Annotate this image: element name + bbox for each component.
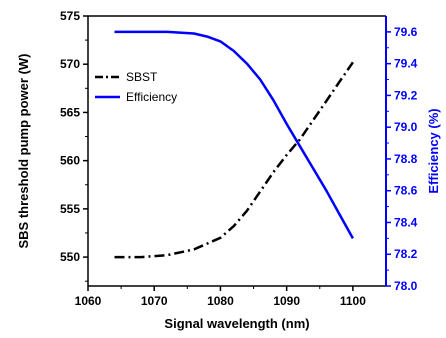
series-sbst-line	[114, 61, 354, 259]
x-axis-title: Signal wavelength (nm)	[164, 316, 309, 331]
right-tick-label: 79.0	[394, 120, 418, 134]
legend: SBST Efficiency	[95, 70, 177, 104]
left-tick-label: 555	[60, 202, 80, 216]
right-tick-label: 79.2	[394, 88, 418, 102]
left-axis-title: SBS threshold pump power (W)	[16, 54, 31, 249]
plot-area	[88, 16, 386, 286]
right-tick-label: 79.6	[394, 25, 418, 39]
left-tick-label: 565	[60, 105, 80, 119]
right-tick-label: 79.4	[394, 57, 418, 71]
right-tick-label: 78.8	[394, 152, 418, 166]
right-tick-label: 78.2	[394, 247, 418, 261]
legend-sbst-label: SBST	[126, 70, 158, 84]
x-tick-label: 1090	[273, 294, 300, 308]
series-efficiency-line	[114, 30, 354, 240]
series-layer	[114, 30, 354, 259]
x-tick-label: 1100	[340, 294, 366, 308]
legend-efficiency-label: Efficiency	[126, 90, 177, 104]
left-tick-label: 550	[60, 250, 80, 264]
x-tick-label: 1060	[75, 294, 102, 308]
x-tick-label: 1080	[207, 294, 234, 308]
right-tick-label: 78.6	[394, 184, 418, 198]
left-tick-label: 575	[60, 9, 80, 23]
right-axis-title: Efficiency (%)	[426, 108, 441, 193]
right-tick-label: 78.0	[394, 279, 418, 293]
right-tick-label: 78.4	[394, 215, 418, 229]
x-tick-label: 1070	[141, 294, 168, 308]
left-tick-label: 560	[60, 154, 80, 168]
ticks-layer: 1060 1070 1080 1090 1100 550 555 560 565 570 575 78…	[60, 9, 418, 308]
axes-layer	[87, 15, 387, 287]
left-tick-label: 570	[60, 57, 80, 71]
